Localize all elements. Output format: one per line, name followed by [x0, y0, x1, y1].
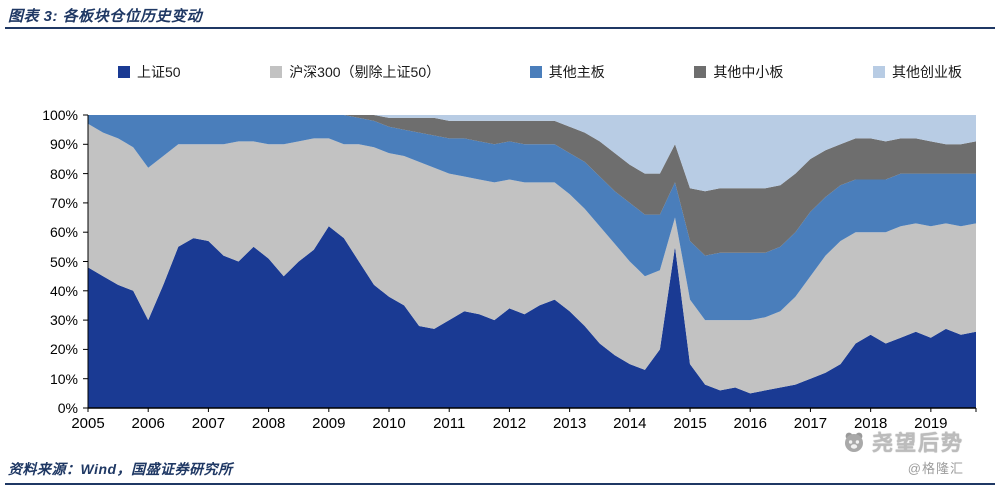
- legend-label: 沪深300（剔除上证50）: [289, 64, 441, 80]
- title-divider: [5, 27, 995, 29]
- area-series-4: [88, 115, 976, 256]
- watermark-handle: @格隆汇: [907, 461, 964, 476]
- x-tick-label: 2018: [853, 415, 888, 432]
- legend-label: 其他创业板: [891, 64, 962, 80]
- legend-swatch: [694, 66, 707, 78]
- x-tick-label: 2017: [793, 415, 828, 432]
- chart-legend: 上证50 沪深300（剔除上证50） 其他主板 其他中小板 其他创业板: [118, 62, 962, 82]
- legend-label: 其他主板: [548, 64, 605, 80]
- x-tick-label: 2013: [552, 415, 587, 432]
- x-tick-label: 2005: [71, 415, 105, 432]
- x-tick-label: 2011: [433, 415, 466, 432]
- legend-item: 其他创业板: [872, 62, 962, 82]
- x-tick-label: 2010: [372, 415, 406, 432]
- legend-swatch: [529, 66, 542, 78]
- area-series-2: [88, 123, 976, 394]
- x-tick-label: 2012: [492, 415, 527, 432]
- x-tick-label: 2007: [191, 415, 226, 432]
- y-tick-label: 70%: [49, 194, 78, 211]
- watermark-name: 尧望后势: [872, 432, 964, 455]
- y-tick-label: 10%: [49, 370, 78, 387]
- y-tick-label: 80%: [49, 165, 78, 182]
- watermark-logo-icon: [845, 432, 863, 452]
- watermark-row: 尧望后势: [842, 427, 964, 457]
- legend-item: 其他中小板: [694, 62, 783, 82]
- x-axis-labels: 2005 2006 2007 2008 2009 2010 2011 2012 2013 2014…: [71, 413, 976, 437]
- x-tick-label: 2006: [131, 415, 165, 432]
- source-note: 资料来源：Wind，国盛证券研究所: [8, 461, 233, 477]
- area-series-5: [88, 115, 976, 192]
- legend-swatch: [872, 66, 885, 78]
- y-tick-label: 40%: [49, 282, 78, 299]
- y-axis-labels: 0% 10% 20% 30% 40% 50% 60% 70% 80% 90% 100%: [0, 107, 78, 416]
- plot-area: [83, 114, 977, 412]
- x-tick-label: 2016: [733, 415, 767, 432]
- x-tick-label: 2015: [673, 415, 707, 432]
- x-tick-label: 2008: [251, 415, 286, 432]
- legend-label: 上证50: [137, 64, 181, 80]
- legend-item: 上证50: [118, 62, 181, 82]
- legend-item: 沪深300（剔除上证50）: [270, 62, 440, 82]
- x-tick-label: 2009: [312, 415, 346, 432]
- y-tick-label: 20%: [49, 341, 78, 358]
- stacked-area-chart: 0% 10% 20% 30% 40% 50% 60% 70% 80% 90% 100% 2005 20…: [0, 107, 1000, 445]
- y-tick-label: 90%: [49, 136, 78, 153]
- area-series-3: [88, 115, 976, 321]
- y-tick-label: 0%: [57, 400, 78, 416]
- x-tick-label: 2014: [613, 415, 647, 432]
- legend-swatch: [270, 66, 283, 78]
- watermark: 尧望后势 @格隆汇: [842, 427, 964, 477]
- x-tick-label: 2019: [914, 415, 948, 432]
- legend-label: 其他中小板: [713, 64, 784, 80]
- y-tick-label: 100%: [42, 107, 78, 123]
- figure-title: 图表 3: 各板块仓位历史变动: [8, 8, 203, 25]
- y-tick-label: 60%: [49, 224, 78, 241]
- legend-swatch: [118, 66, 130, 78]
- bottom-divider: [5, 483, 995, 485]
- y-tick-label: 50%: [49, 253, 78, 270]
- area-series-1: [88, 226, 976, 408]
- legend-item: 其他主板: [529, 62, 605, 82]
- y-tick-label: 30%: [49, 312, 78, 329]
